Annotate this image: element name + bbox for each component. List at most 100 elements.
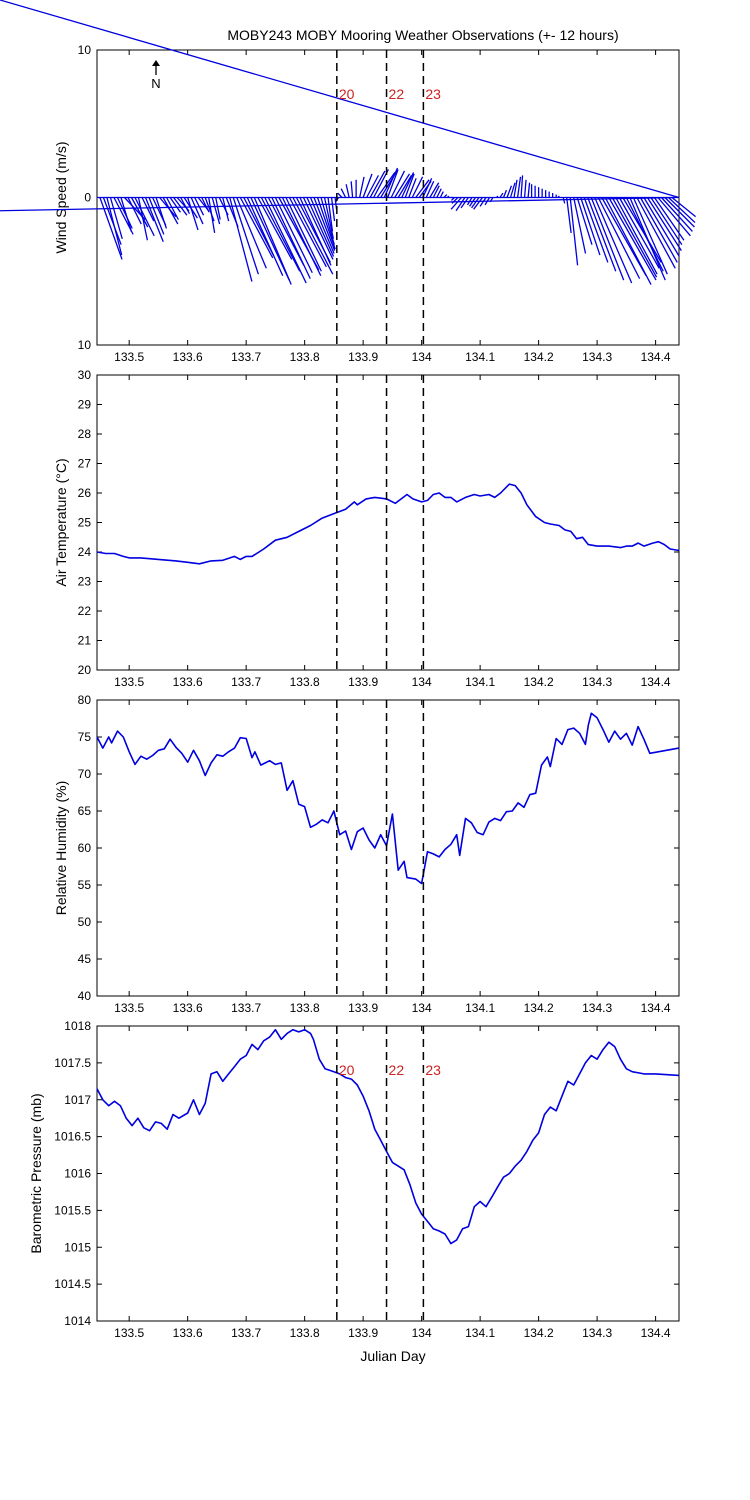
wind-ytick-label: 10: [78, 338, 92, 352]
wind-stick: [369, 170, 386, 198]
temperature-panel: 30 29 28 27 26 25 24 23 22 21 20 133.5 133.6 133.7 133…: [53, 368, 680, 689]
wind-stick: [425, 181, 435, 198]
temperature-ytick-label: 30: [78, 368, 92, 382]
wind-stick: [499, 192, 504, 198]
wind-stick: [137, 197, 149, 241]
humidity-ytick-label: 40: [78, 989, 92, 1003]
temperature-axes-frame: [96, 374, 680, 671]
wind-stick: [260, 197, 301, 272]
wind-xtick-label: 133.6: [173, 350, 203, 364]
wind-stick: [520, 175, 524, 198]
wind-stick: [408, 178, 417, 198]
humidity-ytick-label: 65: [78, 804, 92, 818]
wind-stick: [611, 197, 658, 278]
wind-stick: [148, 197, 165, 235]
wind-stick: [134, 197, 155, 237]
wind-stick: [523, 179, 527, 198]
wind-stick: [432, 185, 440, 198]
wind-stick: [436, 188, 442, 198]
wind-ytick-label: 10: [78, 43, 92, 57]
temperature-xtick-label: 133.8: [290, 675, 320, 689]
wind-stick: [187, 197, 199, 231]
pressure-ytick-label: 1015: [64, 1240, 91, 1254]
temperature-xtick-label: 134.3: [582, 675, 612, 689]
humidity-y-axis-label: Relative Humidity (%): [53, 781, 69, 916]
humidity-ytick-label: 60: [78, 841, 92, 855]
wind-stick: [657, 197, 691, 237]
wind-stick: [590, 197, 625, 281]
wind-stick: [557, 195, 561, 198]
pressure-ytick-label: 1014.5: [54, 1277, 91, 1291]
wind-xtick-label: 134.2: [524, 350, 554, 364]
wind-stick: [358, 176, 365, 198]
wind-stick: [650, 197, 683, 246]
wind-xtick-label: 133.7: [231, 350, 261, 364]
wind-xtick-label: 133.5: [114, 350, 144, 364]
wind-stick: [201, 197, 210, 213]
humidity-xtick-label: 133.8: [290, 1001, 320, 1015]
humidity-xtick-label: 133.5: [114, 1001, 144, 1015]
wind-xtick-label: 133.9: [348, 350, 378, 364]
wind-stick: [390, 170, 406, 198]
wind-stick: [246, 197, 284, 276]
wind-stick: [625, 197, 664, 272]
humidity-ytick-label: 70: [78, 767, 92, 781]
wind-stick: [411, 176, 424, 198]
wind-stick: [0, 196, 676, 212]
wind-stick: [573, 197, 587, 254]
wind-stick: [116, 197, 133, 229]
wind-stick: [415, 179, 430, 198]
wind-stick: [394, 173, 411, 198]
pressure-xtick-label: 133.8: [290, 1326, 320, 1340]
wind-stick: [253, 197, 292, 285]
wind-xtick-label: 134.4: [641, 350, 671, 364]
wind-stick: [608, 197, 657, 281]
wind-stick: [643, 197, 680, 257]
pressure-y-axis-label: Barometric Pressure (mb): [28, 1093, 44, 1253]
wind-xtick-label: 134.1: [465, 350, 495, 364]
wind-stick: [274, 197, 313, 274]
wind-stick: [566, 197, 572, 233]
temperature-xtick-label: 133.5: [114, 675, 144, 689]
wind-stick: [141, 197, 155, 222]
wind-stick: [668, 197, 696, 224]
temperature-xtick-label: 134.1: [465, 675, 495, 689]
pressure-marker-label: 23: [425, 1062, 441, 1078]
wind-stick: [450, 197, 462, 210]
humidity-xtick-label: 133.9: [348, 1001, 378, 1015]
temperature-xtick-label: 133.7: [231, 675, 261, 689]
wind-stick: [327, 197, 334, 232]
wind-stick: [257, 197, 293, 260]
humidity-xtick-label: 134: [412, 1001, 432, 1015]
wind-stick: [120, 197, 132, 232]
wind-y-axis-label: Wind Speed (m/s): [53, 141, 69, 253]
wind-stick: [516, 176, 522, 198]
humidity-xtick-label: 133.7: [231, 1001, 261, 1015]
temperature-xtick-label: 134: [412, 675, 432, 689]
wind-stick: [383, 167, 399, 198]
wind-stick: [330, 197, 336, 222]
wind-stick: [597, 197, 641, 279]
pressure-xtick-label: 134.4: [641, 1326, 671, 1340]
wind-stick: [190, 197, 204, 225]
wind-panel: 10 0 10 133.5 133.6 133.7 133.8 133.9 134 134.1 13…: [0, 0, 696, 364]
wind-stick: [646, 197, 682, 251]
wind-stick: [271, 197, 311, 279]
wind-stick: [267, 197, 305, 266]
humidity-xtick-label: 134.4: [641, 1001, 671, 1015]
wind-stick: [443, 194, 448, 198]
wind-marker-label: 22: [389, 86, 405, 102]
pressure-xtick-label: 134.1: [465, 1326, 495, 1340]
temperature-ytick-label: 28: [78, 427, 92, 441]
wind-stick: [236, 197, 267, 269]
wind-stick: [587, 197, 617, 272]
humidity-axes-frame: [96, 699, 680, 997]
wind-stick: [397, 175, 413, 198]
wind-stick: [285, 197, 322, 272]
wind-stick: [264, 197, 307, 284]
pressure-ytick-label: 1016: [64, 1167, 91, 1181]
humidity-panel: 80 75 70 65 60 55 50 45 40 133.5 133.6 133.7 133.8 13…: [53, 693, 680, 1015]
wind-stick: [594, 197, 633, 284]
humidity-xtick-label: 133.6: [173, 1001, 203, 1015]
